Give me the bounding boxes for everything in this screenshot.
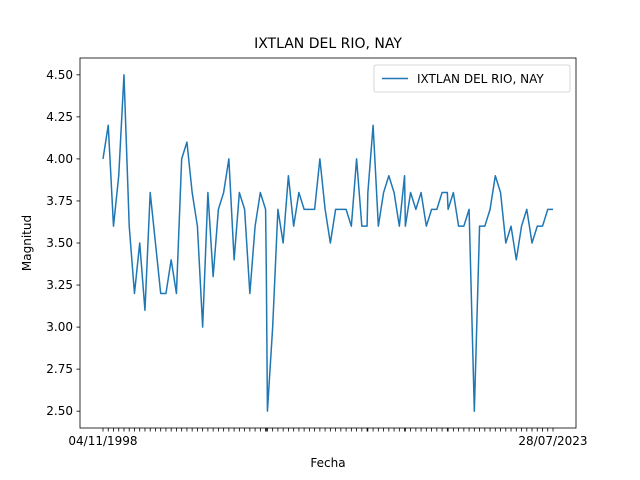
x-axis: 04/11/1998 28/07/2023 [68,428,588,448]
legend: IXTLAN DEL RIO, NAY [373,64,571,93]
y-axis-label: Magnitud [20,215,34,271]
y-axis: 2.50 2.75 3.00 3.25 3.50 3.75 4.00 4.25 4.50 [46,68,80,418]
y-tick-label: 2.75 [46,362,73,376]
y-tick-label: 3.25 [46,278,73,292]
y-tick-label: 4.00 [46,152,73,166]
y-tick-label: 3.00 [46,320,73,334]
legend-label: IXTLAN DEL RIO, NAY [417,72,544,86]
y-tick-label: 3.50 [46,236,73,250]
plot-area [102,74,553,412]
x-tick-label: 28/07/2023 [518,434,587,448]
series-line [102,74,553,412]
x-axis-label: Fecha [310,456,345,470]
y-tick-label: 3.75 [46,194,73,208]
chart-title: IXTLAN DEL RIO, NAY [254,36,402,52]
y-tick-label: 2.50 [46,404,73,418]
x-tick-label: 04/11/1998 [68,434,137,448]
y-tick-label: 4.50 [46,68,73,82]
legend-box [373,64,571,93]
y-tick-label: 4.25 [46,110,73,124]
